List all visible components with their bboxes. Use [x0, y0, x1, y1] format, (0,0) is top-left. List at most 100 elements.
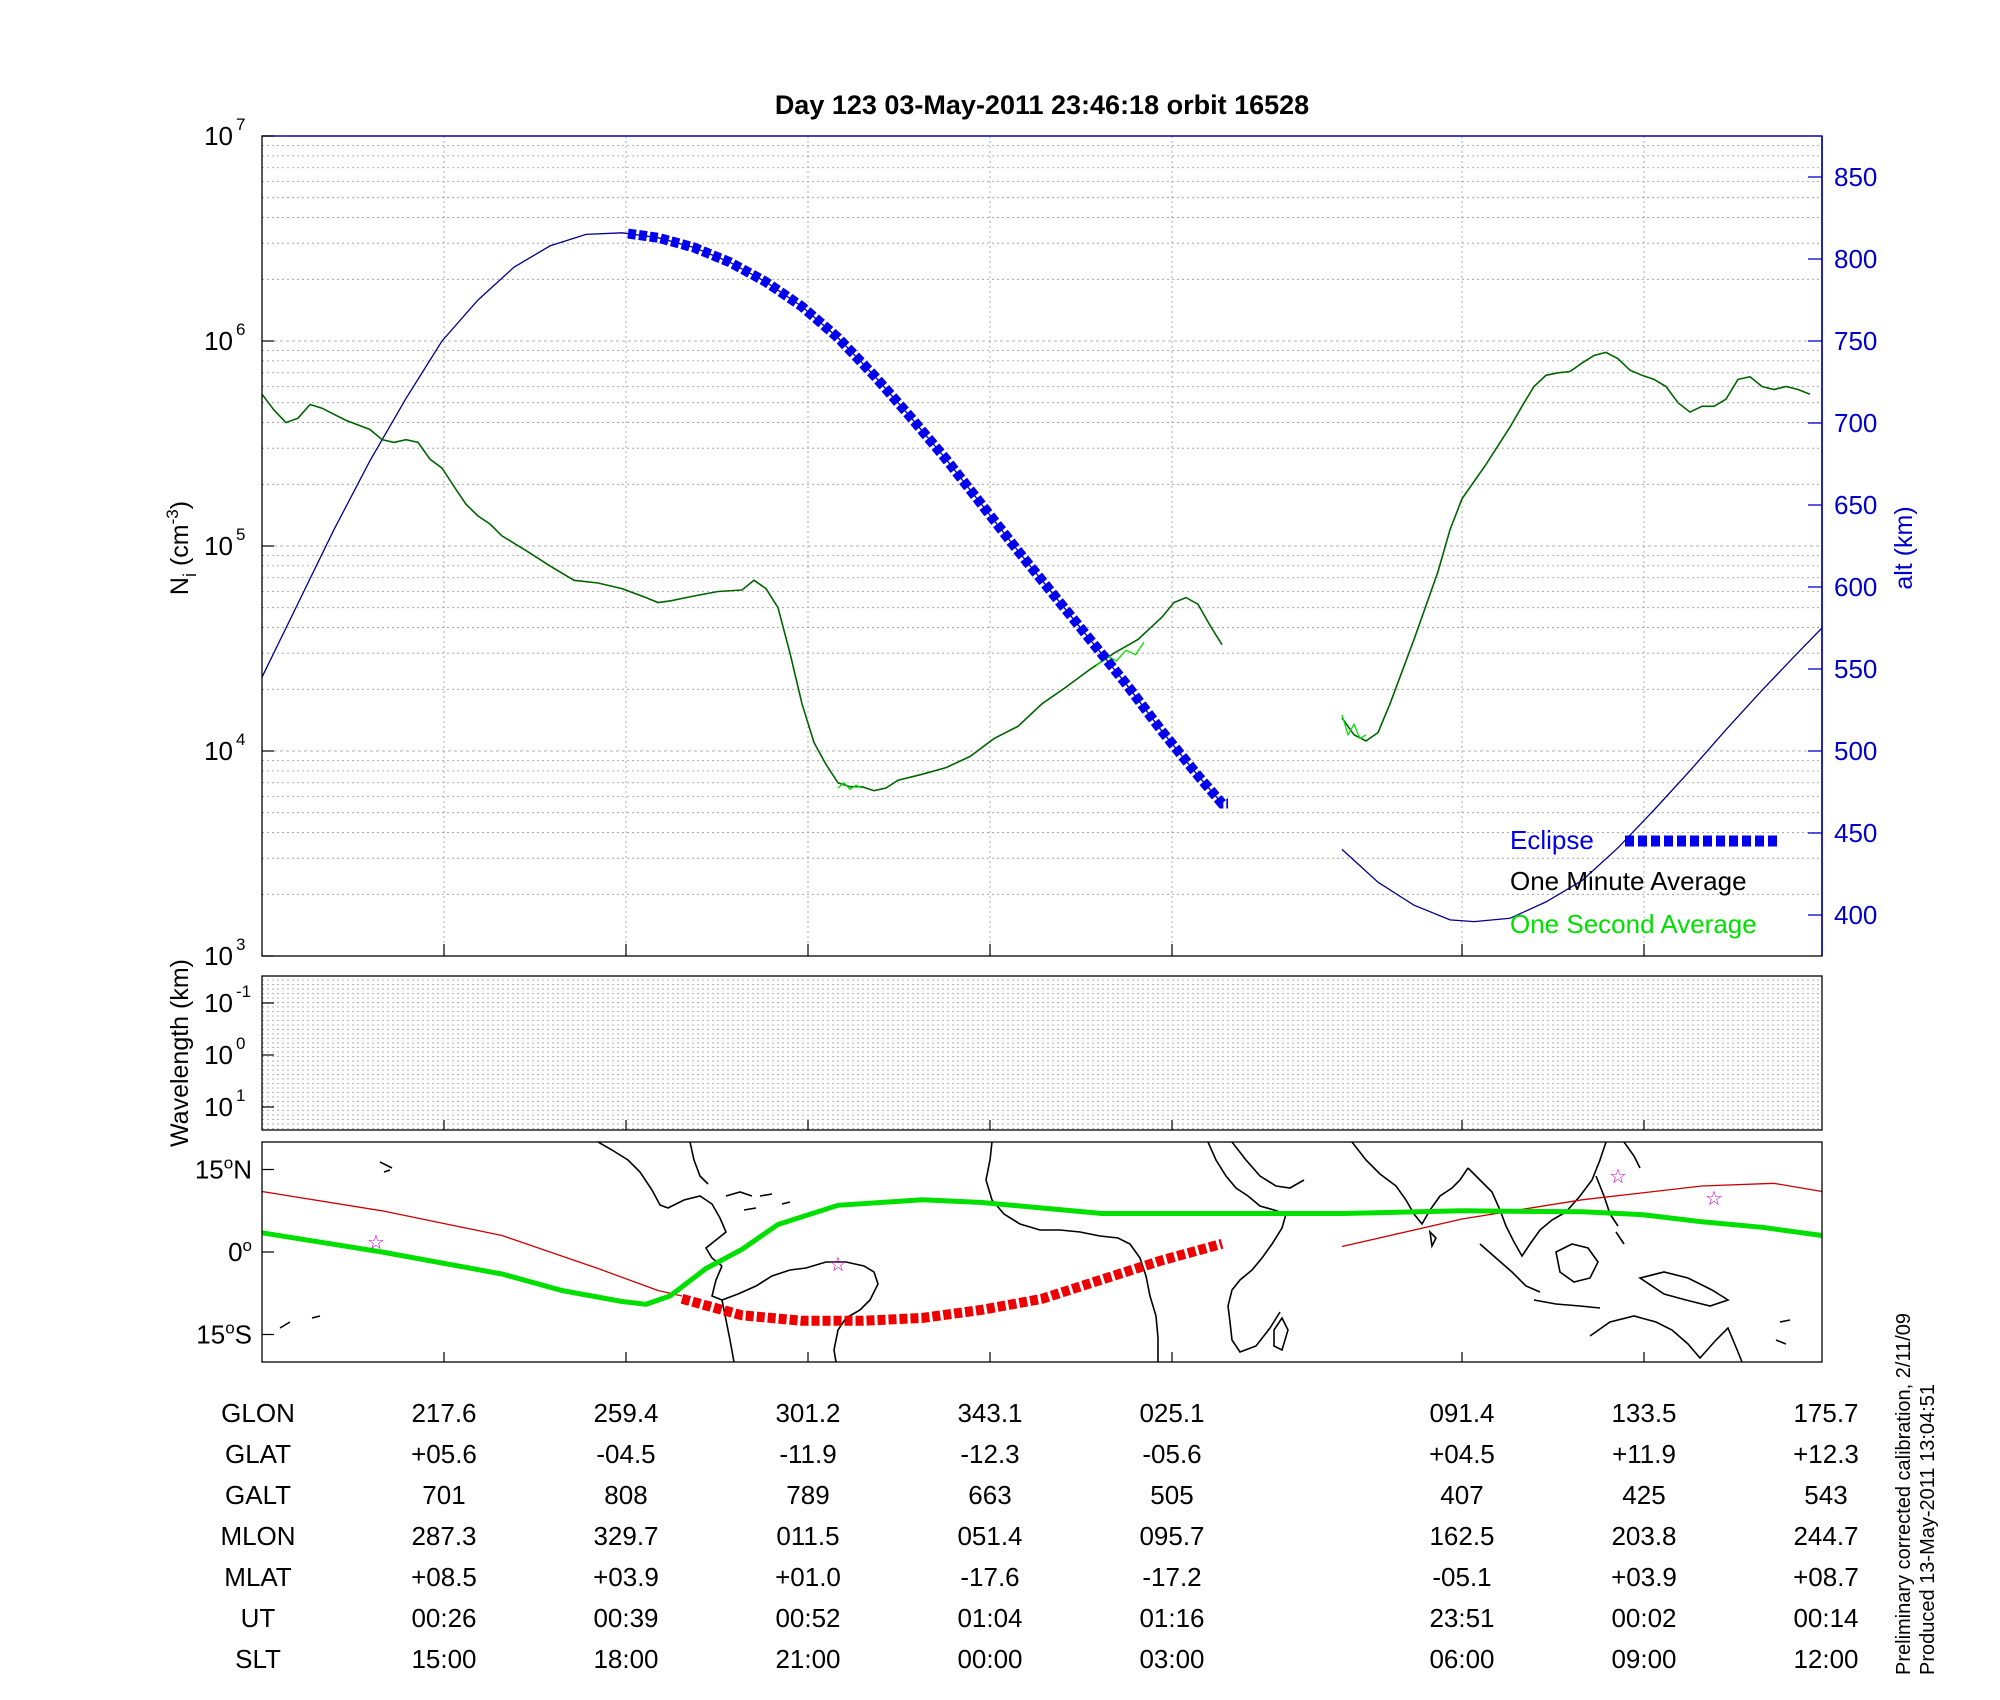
density-y-tick-exp: 6: [236, 320, 245, 339]
density-y-label-units: (cm: [166, 524, 194, 566]
density-grid: [262, 144, 1822, 957]
table-cell: -11.9: [779, 1439, 836, 1469]
wavelength-y-tick-exp: 1: [236, 1086, 245, 1105]
coast-africa-east: [1207, 1141, 1287, 1353]
density-y-label-main: N: [166, 577, 194, 595]
density-y-tick-label: 10: [204, 941, 233, 971]
coast-florida: [689, 1141, 709, 1185]
altitude-y-tick-label: 650: [1834, 490, 1877, 520]
density-series: [261, 228, 1823, 923]
table-cell: 00:39: [593, 1603, 658, 1633]
table-cell: +03.9: [1611, 1562, 1677, 1592]
table-cell: 21:00: [775, 1644, 840, 1674]
table-cell: 505: [1150, 1480, 1193, 1510]
altitude-y-tick-label: 800: [1834, 244, 1877, 274]
map-y-ticks: 15oN 0o 15oS: [195, 1154, 1645, 1362]
altitude-y-tick-label: 600: [1834, 572, 1877, 602]
wavelength-y-tick-exp: -1: [236, 982, 251, 1001]
map-tracks: ☆ ☆ ☆ ☆: [261, 1166, 1823, 1326]
table-cell: 162.5: [1429, 1521, 1494, 1551]
map-panel: ☆ ☆ ☆ ☆ 15oN 0o 15oS: [195, 1141, 1823, 1363]
table-cell: 543: [1804, 1480, 1847, 1510]
magnetic-track-line: [1341, 1182, 1823, 1248]
table-cell: 244.7: [1793, 1521, 1858, 1551]
svg-text:Ni (cm-3): Ni (cm-3): [163, 501, 200, 595]
coast-sumatra-java: [1479, 1243, 1601, 1309]
density-y-tick-label: 10: [204, 326, 233, 356]
coast-pacific-islands: [279, 1161, 1791, 1345]
altitude-line: [261, 232, 1223, 804]
wavelength-grid: [262, 979, 1822, 1130]
table-cell: 329.7: [593, 1521, 658, 1551]
coast-australia: [1589, 1315, 1743, 1363]
table-cell: 343.1: [957, 1398, 1022, 1428]
coastlines: [279, 1141, 1791, 1363]
density-second-line: [837, 781, 863, 791]
legend: Eclipse One Minute Average One Second Av…: [1510, 825, 1778, 939]
table-cell: +05.6: [411, 1439, 477, 1469]
table-cell: 091.4: [1429, 1398, 1494, 1428]
table-cell: 175.7: [1793, 1398, 1858, 1428]
table-cell: 06:00: [1429, 1644, 1494, 1674]
table-cell: 259.4: [593, 1398, 658, 1428]
density-y-tick-label: 10: [204, 531, 233, 561]
coast-philippines: [1595, 1175, 1625, 1245]
wavelength-y-tick-label: 10: [204, 1040, 233, 1070]
magnetic-track-line: [261, 1190, 683, 1297]
density-y-label: Ni (cm-3): [163, 501, 200, 595]
density-second-line: [1341, 714, 1367, 740]
table-cell: -05.1: [1432, 1562, 1491, 1592]
coast-sri-lanka: [1428, 1229, 1437, 1249]
footer-calibration: Preliminary corrected calibration, 2/11/…: [1893, 1313, 1915, 1675]
density-y-tick-exp: 4: [236, 730, 245, 749]
wavelength-y-tick-label: 10: [204, 988, 233, 1018]
map-axes-frame: [261, 1141, 1823, 1363]
table-cell: 203.8: [1611, 1521, 1676, 1551]
coast-madagascar: [1273, 1316, 1289, 1352]
altitude-y-tick-label: 750: [1834, 326, 1877, 356]
table-row-label: MLON: [220, 1521, 295, 1551]
map-y-tick-label: 15oS: [196, 1319, 252, 1350]
coast-japan: [1623, 1141, 1641, 1169]
table-cell: 701: [422, 1480, 465, 1510]
density-vertical-grid: [443, 136, 1645, 956]
map-y-tick-label: 15oN: [195, 1154, 252, 1185]
table-cell: 23:51: [1429, 1603, 1494, 1633]
legend-second-label: One Second Average: [1510, 909, 1757, 939]
coast-arabia: [1231, 1141, 1305, 1189]
legend-eclipse-label: Eclipse: [1510, 825, 1594, 855]
map-y-tick-label: 0o: [228, 1236, 252, 1267]
table-cell: 789: [786, 1480, 829, 1510]
table-cell: 025.1: [1139, 1398, 1204, 1428]
table-cell: 011.5: [776, 1521, 839, 1551]
table-cell: 287.3: [411, 1521, 476, 1551]
table-cell: 15:00: [411, 1644, 476, 1674]
density-minute-line: [1341, 351, 1811, 742]
coast-southeast-asia: [1467, 1141, 1607, 1258]
table-cell: 12:00: [1793, 1644, 1858, 1674]
density-y-label-units-sup: -3: [163, 509, 182, 524]
table-cell: 051.4: [957, 1521, 1022, 1551]
star-marker: ☆: [1705, 1188, 1723, 1210]
table-cell: 00:14: [1793, 1603, 1858, 1633]
coast-south-america-west: [721, 1299, 735, 1363]
table-cell: 01:04: [957, 1603, 1022, 1633]
altitude-y-tick-label: 550: [1834, 654, 1877, 684]
table-cell: -17.6: [960, 1562, 1019, 1592]
coast-caribbean: [725, 1191, 791, 1211]
density-minute-line: [261, 393, 1223, 792]
altitude-y-ticks: 400 450 500 550 600 650 700 750 800 850: [1808, 162, 1877, 930]
table-cell: 09:00: [1611, 1644, 1676, 1674]
table-cell: -12.3: [960, 1439, 1019, 1469]
wavelength-y-label: Wavelength (km): [166, 959, 194, 1147]
density-y-tick-exp: 3: [236, 935, 245, 954]
eclipse-marker-line: [627, 228, 1228, 809]
coast-new-guinea: [1638, 1271, 1730, 1307]
table-row-label: SLT: [235, 1644, 281, 1674]
density-y-tick-exp: 7: [236, 115, 245, 134]
table-cell: -04.5: [596, 1439, 655, 1469]
table-cell: 00:02: [1611, 1603, 1676, 1633]
table-cell: 301.2: [775, 1398, 840, 1428]
